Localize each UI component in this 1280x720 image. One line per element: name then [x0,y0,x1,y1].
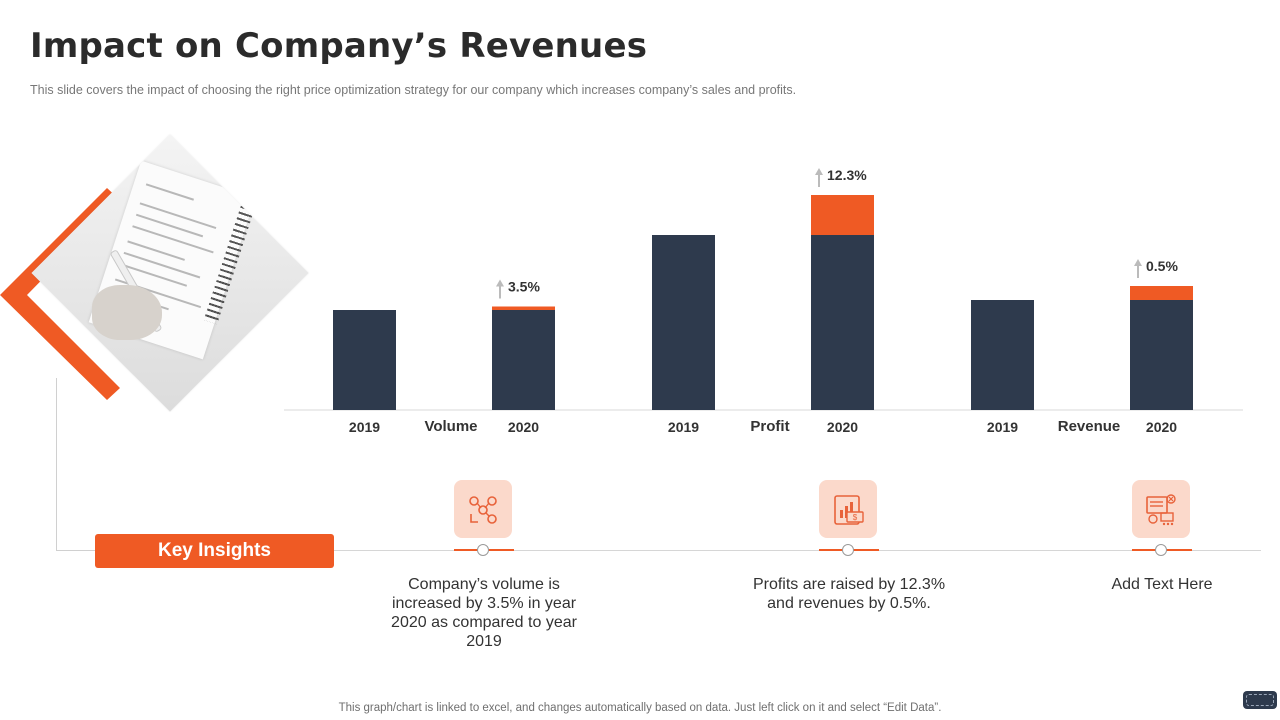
footer-note: This graph/chart is linked to excel, and… [338,702,942,714]
data-label: 0.5% [1146,258,1178,274]
bar-increase [492,306,555,310]
bar-increase [1130,286,1193,300]
x-tick-label: 2019 [668,419,699,435]
bar-base [333,310,396,410]
corner-badge [1243,691,1277,709]
increase-arrow-head [815,168,823,175]
x-tick-label: 2020 [827,419,858,435]
category-label: Profit [750,418,789,435]
checklist-settings-icon [1132,480,1190,538]
timeline-line [334,550,1261,551]
bar-base [492,310,555,410]
svg-text:$: $ [853,513,858,522]
insight-marker-dot [477,544,489,556]
connector-line-horizontal [56,550,96,551]
network-users-icon [454,480,512,538]
key-insights-label: Key Insights [95,534,334,568]
category-label: Volume [424,418,477,435]
x-tick-label: 2020 [508,419,539,435]
chart-money-icon: $ [819,480,877,538]
data-label: 3.5% [508,279,540,295]
category-label: Revenue [1058,418,1121,435]
bar-base [1130,300,1193,410]
data-label: 12.3% [827,167,867,183]
x-tick-label: 2019 [987,419,1018,435]
insight-marker-dot [842,544,854,556]
page-title: Impact on Company’s Revenues [30,26,648,66]
bar-base [652,235,715,410]
insight-text: Add Text Here [1111,576,1213,593]
bar-base [971,300,1034,410]
insight-marker-dot [1155,544,1167,556]
bar-base [811,235,874,410]
insight-text: Company’s volume is increased by 3.5% in… [391,576,577,650]
increase-arrow-head [1134,259,1142,266]
bar-increase [811,195,874,235]
x-tick-label: 2020 [1146,419,1177,435]
page-subtitle: This slide covers the impact of choosing… [30,83,797,97]
insight-text: Profits are raised by 12.3% and revenues… [752,576,946,612]
increase-arrow-head [496,279,504,287]
connector-line [56,378,57,550]
x-tick-label: 2019 [349,419,380,435]
